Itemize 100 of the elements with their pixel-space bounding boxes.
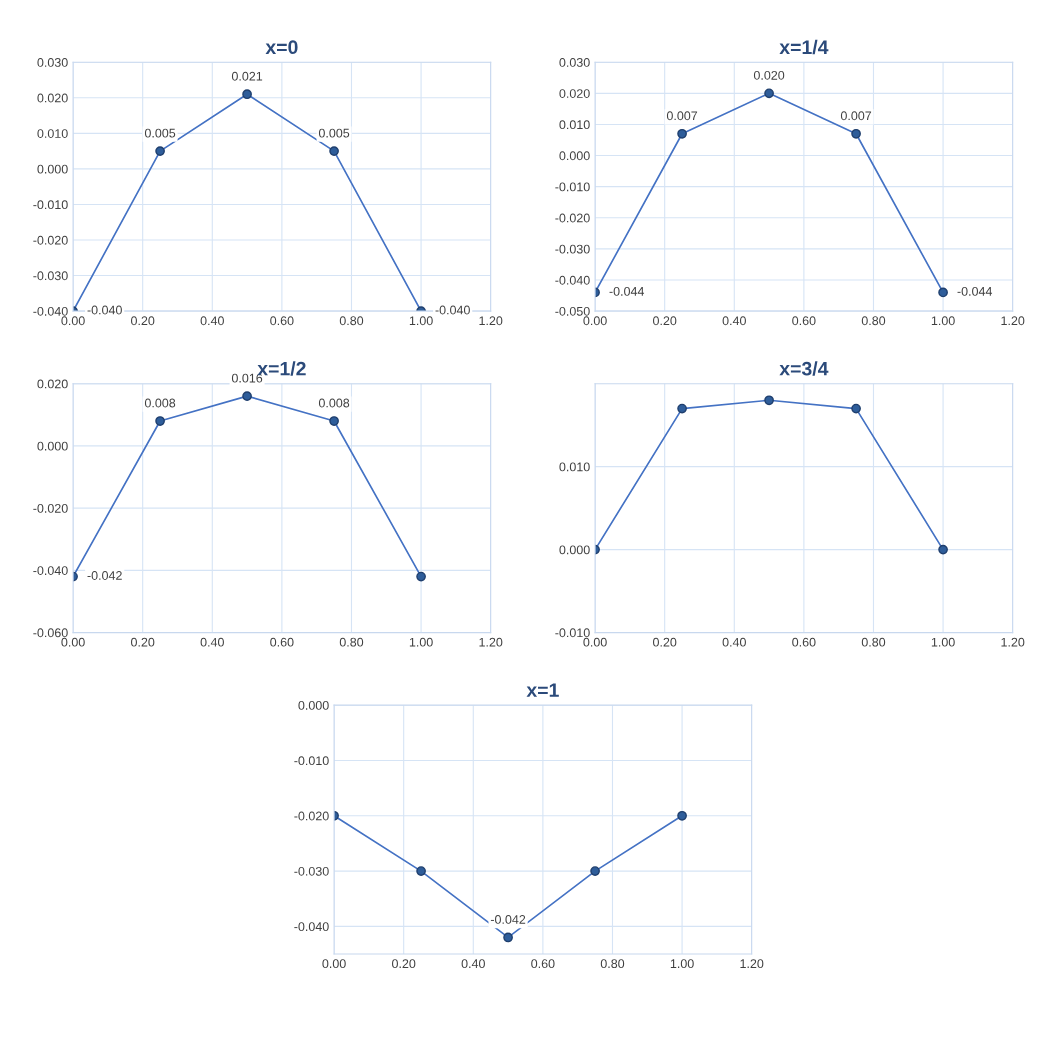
y-tick-label: -0.030 (294, 866, 329, 876)
chart-title: x=3/4 (779, 361, 829, 376)
point (938, 287, 948, 298)
point (416, 571, 426, 582)
data-label: 0.005 (318, 128, 350, 138)
x-tick-label: 0.40 (200, 316, 224, 326)
y-tick-label: -0.060 (33, 628, 68, 638)
x-tick-label: 1.00 (409, 316, 433, 326)
y-tick-label: 0.010 (559, 462, 590, 472)
point (590, 866, 600, 876)
y-tick-label: -0.010 (555, 182, 590, 192)
x-tick-label: 0.00 (61, 637, 85, 647)
x-tick-label: 0.60 (270, 316, 294, 326)
chart-title: x=0 (265, 40, 298, 55)
data-label: 0.007 (840, 111, 872, 121)
point (764, 395, 774, 406)
data-label: -0.040 (87, 305, 122, 315)
data-label: 0.008 (144, 398, 176, 408)
x-tick-label: 0.60 (792, 637, 816, 647)
data-label: -0.042 (490, 915, 526, 924)
data-label: -0.040 (435, 305, 470, 315)
y-tick-label: -0.020 (555, 213, 590, 223)
x-tick-label: 0.20 (392, 959, 416, 969)
point (764, 88, 774, 99)
point (329, 416, 339, 426)
data-label: 0.005 (144, 128, 176, 138)
y-tick-label: -0.040 (33, 306, 68, 316)
point (677, 128, 687, 139)
x-tick-label: 1.00 (670, 959, 694, 969)
y-tick-label: 0.020 (37, 379, 68, 389)
x-tick-label: 1.20 (479, 316, 503, 326)
x-tick-label: 1.20 (1001, 316, 1025, 326)
x-tick-label: 0.00 (61, 316, 85, 326)
y-tick-label: 0.020 (37, 93, 68, 103)
x-tick-label: 0.40 (722, 316, 746, 326)
data-label: 0.020 (753, 70, 785, 80)
x-tick-label: 1.20 (479, 637, 503, 647)
data-label: 0.021 (231, 71, 263, 81)
y-tick-label: 0.010 (37, 129, 68, 138)
y-tick-label: -0.030 (33, 271, 68, 281)
y-tick-label: 0.030 (559, 58, 590, 67)
point (155, 416, 165, 426)
y-tick-label: 0.010 (559, 120, 590, 130)
x-tick-label: 0.80 (861, 316, 886, 326)
y-tick-label: 0.000 (298, 700, 329, 710)
point (416, 866, 426, 876)
y-tick-label: -0.040 (294, 922, 329, 932)
x-tick-label: 0.80 (339, 316, 364, 326)
x-tick-label: 0.00 (583, 637, 607, 647)
y-tick-label: -0.020 (294, 811, 329, 821)
x-tick-label: 1.00 (931, 316, 955, 326)
x-tick-label: 0.20 (131, 316, 155, 326)
point (155, 146, 165, 156)
data-label: -0.044 (957, 286, 993, 296)
y-tick-label: -0.020 (33, 235, 68, 245)
y-tick-label: -0.020 (33, 503, 68, 513)
x-tick-label: 0.40 (200, 637, 224, 647)
point (851, 403, 861, 414)
x-tick-label: 0.80 (600, 959, 625, 969)
data-label: 0.008 (318, 398, 350, 408)
point (938, 544, 948, 555)
y-tick-label: 0.000 (37, 164, 68, 174)
y-tick-label: 0.000 (37, 441, 68, 451)
y-tick-label: -0.050 (555, 306, 590, 316)
x-tick-label: 0.20 (653, 316, 677, 326)
x-tick-label: 0.40 (722, 637, 746, 647)
y-tick-label: 0.030 (37, 58, 68, 67)
y-tick-label: -0.040 (555, 275, 590, 285)
x-tick-label: 0.80 (861, 637, 886, 647)
chart-title: x=1 (526, 683, 559, 697)
y-tick-label: -0.010 (555, 628, 590, 638)
y-tick-label: 0.020 (559, 89, 590, 98)
x-tick-label: 1.00 (409, 637, 433, 647)
x-tick-label: 1.00 (931, 637, 955, 647)
x-tick-label: 1.20 (740, 959, 764, 969)
point (503, 932, 513, 943)
point (677, 810, 687, 821)
x-tick-label: 0.40 (461, 959, 485, 969)
point (851, 128, 861, 139)
x-tick-label: 0.80 (339, 637, 364, 647)
y-tick-label: -0.040 (33, 566, 68, 575)
y-tick-label: 0.000 (559, 151, 590, 161)
point (242, 391, 252, 401)
point (677, 403, 687, 414)
x-tick-label: 0.20 (131, 637, 155, 647)
point (242, 89, 252, 100)
data-label: -0.042 (87, 571, 122, 580)
x-tick-label: 0.60 (531, 959, 555, 969)
y-tick-label: -0.010 (33, 200, 68, 210)
y-tick-label: -0.010 (294, 756, 329, 766)
data-label: 0.007 (666, 111, 698, 121)
point (329, 146, 339, 156)
x-tick-label: 1.20 (1001, 637, 1025, 647)
x-tick-label: 0.00 (322, 959, 346, 969)
x-tick-label: 0.00 (583, 316, 607, 326)
y-tick-label: 0.000 (559, 545, 590, 555)
chart-title: x=1/4 (779, 39, 829, 55)
y-tick-label: -0.030 (555, 244, 590, 254)
data-label: -0.044 (609, 286, 645, 296)
x-tick-label: 0.60 (792, 316, 816, 326)
